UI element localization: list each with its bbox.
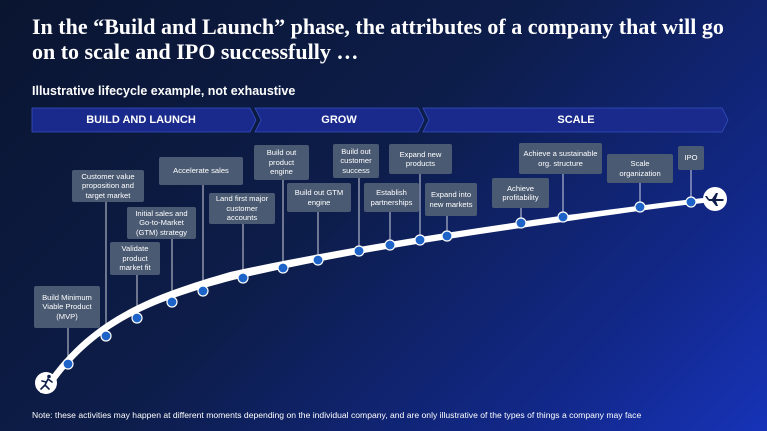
milestone-node <box>414 234 426 246</box>
subtitle: Illustrative lifecycle example, not exha… <box>32 84 296 98</box>
milestone-label: IPO <box>678 146 704 170</box>
milestone-node <box>100 330 112 342</box>
milestone-node <box>62 358 74 370</box>
phase-grow: GROW <box>321 114 357 126</box>
milestone-node <box>237 272 249 284</box>
milestone-node <box>312 254 324 266</box>
phase-build-and-launch-arrow <box>31 107 257 133</box>
milestone-node <box>384 239 396 251</box>
milestone-node <box>515 217 527 229</box>
phase-scale: SCALE <box>557 114 595 126</box>
milestone-label: Build out customer success <box>333 144 379 178</box>
milestone-node <box>277 262 289 274</box>
milestone-label: Initial sales and Go-to-Market (GTM) str… <box>127 207 196 239</box>
airplane-icon <box>703 187 727 211</box>
milestone-node <box>557 211 569 223</box>
milestone-label: Achieve a sustainable org. structure <box>519 143 602 174</box>
milestone-label: Build Minimum Viable Product (MVP) <box>34 286 100 328</box>
milestone-node <box>197 285 209 297</box>
milestone-node <box>634 201 646 213</box>
footnote: Note: these activities may happen at dif… <box>32 410 642 420</box>
phase-scale-arrow <box>422 107 729 133</box>
lifecycle-curve <box>40 197 714 393</box>
milestone-label: Achieve profitability <box>492 178 549 208</box>
milestone-node <box>131 312 143 324</box>
milestone-label: Establish partnerships <box>364 183 419 212</box>
phase-grow-arrow <box>254 107 425 133</box>
milestone-label: Build out GTM engine <box>287 183 351 212</box>
phase-build-and-launch: BUILD AND LAUNCH <box>86 114 196 126</box>
milestone-label: Land first major customer accounts <box>209 193 275 224</box>
page-title: In the “Build and Launch” phase, the att… <box>32 14 724 64</box>
milestone-label: Scale organization <box>607 154 673 183</box>
milestone-label: Validate product market fit <box>110 242 160 275</box>
milestone-node <box>166 296 178 308</box>
runner-icon <box>35 372 57 394</box>
milestone-node <box>685 196 697 208</box>
milestone-label: Build out product engine <box>254 145 309 180</box>
milestone-node <box>441 230 453 242</box>
milestone-node <box>353 245 365 257</box>
milestone-label: Customer value proposition and target ma… <box>72 170 144 202</box>
milestone-label: Expand new products <box>389 144 452 174</box>
milestone-label: Expand into new markets <box>425 183 477 216</box>
milestone-label: Accelerate sales <box>159 157 243 185</box>
